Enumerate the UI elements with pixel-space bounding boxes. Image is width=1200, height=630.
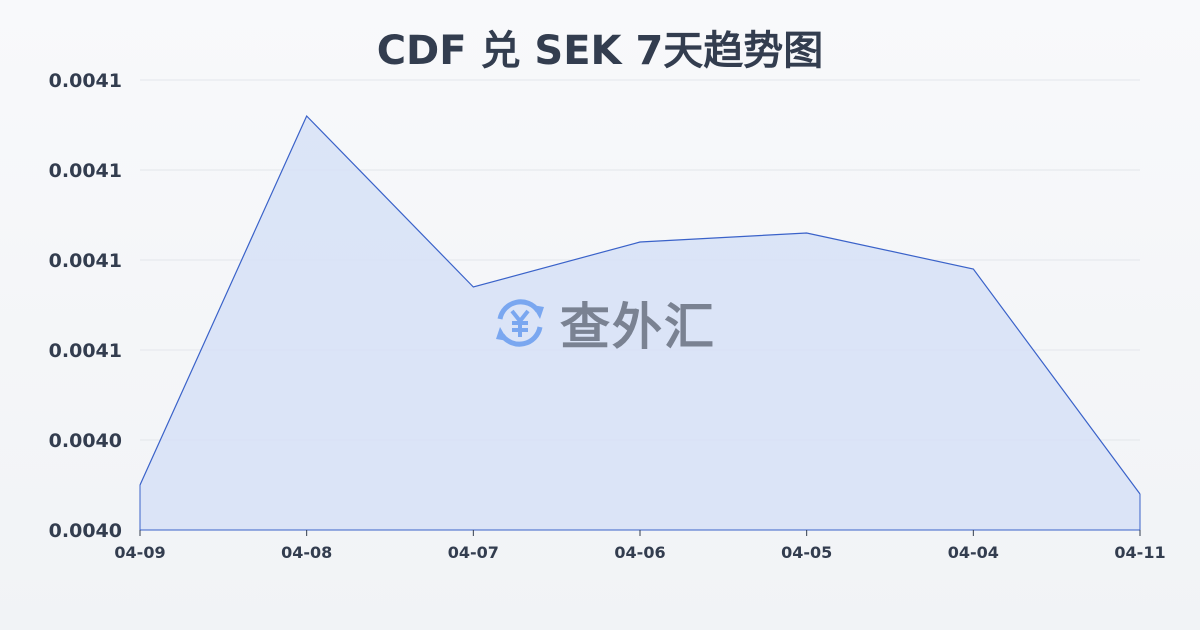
y-tick-label: 0.0040 [49, 520, 122, 542]
area-fill [140, 116, 1140, 530]
x-tick-label: 04-09 [114, 543, 165, 562]
y-tick-label: 0.0041 [49, 70, 122, 92]
y-tick-label: 0.0041 [49, 160, 122, 182]
chart-title: CDF 兑 SEK 7天趋势图 [376, 28, 824, 74]
y-tick-label: 0.0041 [49, 250, 122, 272]
x-tick-label: 04-04 [948, 543, 999, 562]
x-tick-label: 04-06 [614, 543, 665, 562]
x-tick-label: 04-07 [448, 543, 499, 562]
watermark-logo: 查外汇 [490, 287, 716, 359]
yuan-exchange-icon [496, 299, 544, 347]
watermark-text: 查外汇 [560, 298, 716, 356]
y-tick-label: 0.0041 [49, 340, 122, 362]
y-tick-label: 0.0040 [49, 430, 122, 452]
x-tick-label: 04-08 [281, 543, 332, 562]
x-tick-label: 04-05 [781, 543, 832, 562]
x-tick-label: 04-11 [1114, 543, 1165, 562]
